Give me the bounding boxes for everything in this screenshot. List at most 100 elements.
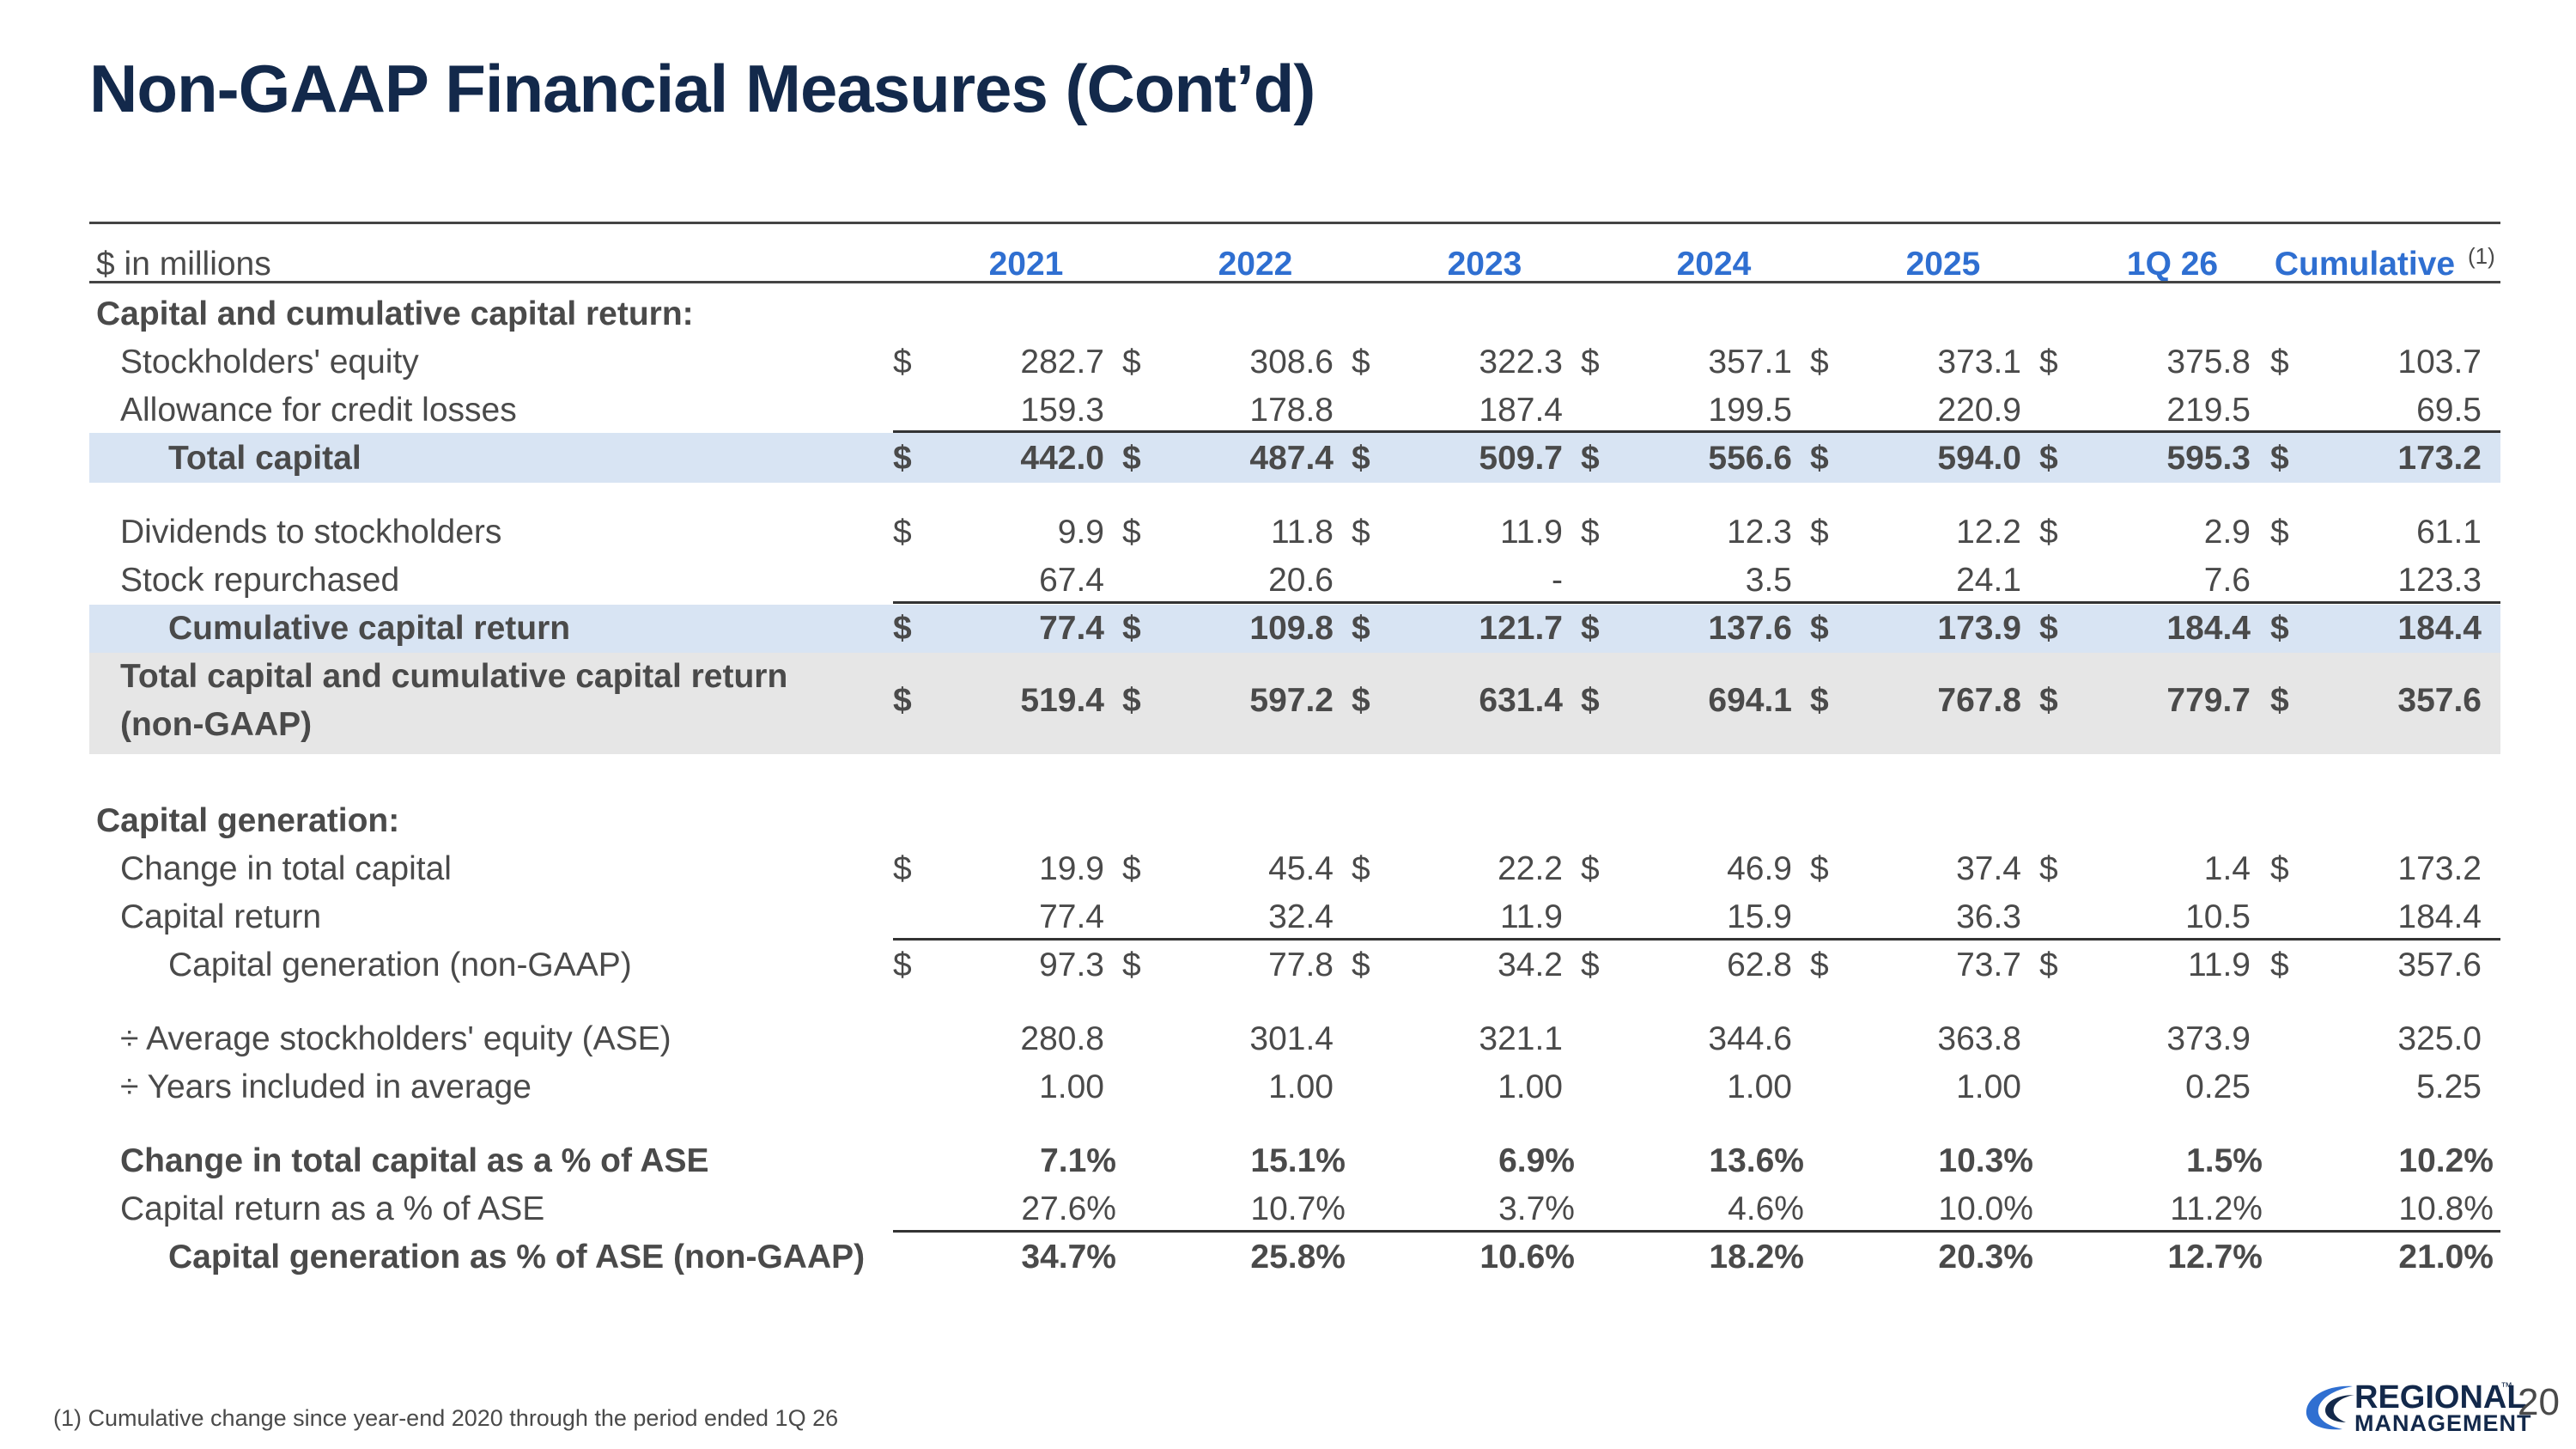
cell-value: 77.4 [1039, 610, 1104, 647]
capital_return-cell-2022: 32.4 [1122, 898, 1334, 936]
row-label-ase: ÷ Average stockholders' equity (ASE) [120, 1020, 671, 1057]
currency-symbol: $ [1581, 947, 1600, 983]
dividends-cell-2025: $12.2 [1810, 514, 2021, 551]
repurchased-cell-1q26: 7.6 [2039, 562, 2251, 600]
pct_change-cell-2025: 10.3% [1938, 1142, 2033, 1179]
currency-symbol: $ [1810, 850, 1829, 887]
currency-symbol: $ [1581, 440, 1600, 477]
equity-cell-2022: $308.6 [1122, 344, 1334, 381]
table-header: $ in millions 2021 2022 2023 2024 2025 1Q 26 C… [89, 237, 2500, 289]
cap_gen-cell-2022: $77.8 [1122, 947, 1334, 984]
ase-cell-cumulative: 325.0 [2397, 1020, 2482, 1057]
currency-symbol: $ [1352, 850, 1370, 887]
cell-value: 594.0 [1937, 440, 2021, 477]
table-top-rule [89, 222, 2500, 224]
cell-value: 73.7 [1956, 947, 2021, 983]
cell-value: 32.4 [1268, 898, 1334, 935]
section-title-generation: Capital generation: [96, 802, 400, 839]
footnote: (1) Cumulative change since year-end 202… [53, 1405, 839, 1431]
cell-value: 11.9 [1499, 898, 1563, 935]
repurchased-cell-cumulative: 123.3 [2270, 562, 2482, 600]
cell-value: 184.4 [2397, 610, 2482, 647]
pct_return-cell-2023: 3.7% [1498, 1190, 1575, 1227]
cell-value: 3.5 [1745, 562, 1792, 599]
band-total-and-return [89, 653, 2500, 754]
currency-symbol: $ [1352, 440, 1370, 477]
page-number: 20 [2518, 1381, 2560, 1423]
cell-value: 159.3 [1020, 392, 1104, 429]
cell-value: 173.2 [2397, 440, 2482, 477]
equity-cell-1q26: $375.8 [2039, 344, 2251, 381]
row-label-pct-return: Capital return as a % of ASE [120, 1190, 545, 1227]
total_and_return-cell-2022: $597.2 [1122, 682, 1334, 720]
change_total-cell-cumulative: $173.2 [2270, 850, 2482, 888]
cell-value: 282.7 [1020, 344, 1104, 381]
allowance-cell-2022: 178.8 [1122, 392, 1334, 429]
cap_gen-cell-2021: $97.3 [893, 947, 1104, 984]
pct_gen-cell-2025: 20.3% [1938, 1239, 2033, 1275]
currency-symbol: $ [1122, 344, 1141, 381]
header-rule [89, 281, 2500, 283]
currency-symbol: $ [1122, 850, 1141, 887]
pct_gen-cell-2021: 34.7% [1021, 1239, 1116, 1275]
pct_change-cell-1q26: 1.5% [2186, 1142, 2263, 1179]
total_and_return-cell-2024: $694.1 [1581, 682, 1792, 720]
currency-symbol: $ [1352, 682, 1370, 719]
cell-value: 519.4 [1020, 682, 1104, 719]
total_and_return-cell-cumulative: $357.6 [2270, 682, 2482, 720]
allowance-cell-2021: 159.3 [893, 392, 1104, 429]
cell-value: 509.7 [1479, 440, 1563, 477]
pct_return-cell-2025: 10.0% [1938, 1190, 2033, 1227]
section-title-capital: Capital and cumulative capital return: [96, 295, 694, 332]
cell-value: 184.4 [2397, 898, 2482, 935]
total_and_return-cell-2023: $631.4 [1352, 682, 1563, 720]
underline-allowance [893, 430, 2500, 433]
capital_return-cell-2021: 77.4 [893, 898, 1104, 936]
change_total-cell-2022: $45.4 [1122, 850, 1334, 888]
cum_return-cell-cumulative: $184.4 [2270, 610, 2482, 648]
cell-value: 97.3 [1039, 947, 1104, 983]
years-cell-2025: 1.00 [1956, 1068, 2021, 1105]
currency-symbol: $ [893, 514, 912, 551]
currency-symbol: $ [1122, 610, 1141, 647]
col-header-2022: 2022 [1218, 246, 1293, 283]
allowance-cell-1q26: 219.5 [2039, 392, 2251, 429]
row-label-capital-generation: Capital generation (non-GAAP) [168, 947, 632, 983]
cell-value: 123.3 [2397, 562, 2482, 599]
pct_return-cell-2022: 10.7% [1250, 1190, 1346, 1227]
currency-symbol: $ [2039, 344, 2058, 381]
currency-symbol: $ [1810, 947, 1829, 983]
row-label-pct-change: Change in total capital as a % of ASE [120, 1142, 709, 1179]
cell-value: 308.6 [1249, 344, 1334, 381]
cell-value: 121.7 [1479, 610, 1563, 647]
change_total-cell-2023: $22.2 [1352, 850, 1563, 888]
cum_return-cell-1q26: $184.4 [2039, 610, 2251, 648]
ase-cell-2023: 321.1 [1479, 1020, 1563, 1057]
underline-pct-return [893, 1230, 2500, 1233]
company-logo: REGIONAL ™ MANAGEMENT [2301, 1379, 2531, 1436]
repurchased-cell-2024: 3.5 [1581, 562, 1792, 600]
cum_return-cell-2022: $109.8 [1122, 610, 1334, 648]
row-label-cumulative-return: Cumulative capital return [168, 610, 571, 647]
years-cell-2024: 1.00 [1727, 1068, 1792, 1105]
ase-cell-1q26: 373.9 [2166, 1020, 2251, 1057]
currency-symbol: $ [2270, 610, 2289, 647]
cell-value: 357.1 [1708, 344, 1792, 381]
cell-value: 77.8 [1268, 947, 1334, 983]
cell-value: 694.1 [1708, 682, 1792, 719]
logo-text-management: MANAGEMENT [2354, 1410, 2532, 1436]
col-header-2021: 2021 [988, 246, 1064, 283]
pct_return-cell-cumulative: 10.8% [2398, 1190, 2494, 1227]
cell-value: 178.8 [1249, 392, 1334, 429]
total_capital-cell-2022: $487.4 [1122, 440, 1334, 478]
currency-symbol: $ [1122, 682, 1141, 719]
years-cell-2021: 1.00 [1039, 1068, 1104, 1105]
currency-symbol: $ [1352, 947, 1370, 983]
cell-value: 11.9 [2187, 947, 2251, 983]
change_total-cell-2021: $19.9 [893, 850, 1104, 888]
underline-capital-return [893, 938, 2500, 941]
cell-value: 15.9 [1727, 898, 1792, 935]
years-cell-1q26: 0.25 [2185, 1068, 2251, 1105]
currency-symbol: $ [2039, 610, 2058, 647]
repurchased-cell-2023: - [1352, 562, 1563, 600]
